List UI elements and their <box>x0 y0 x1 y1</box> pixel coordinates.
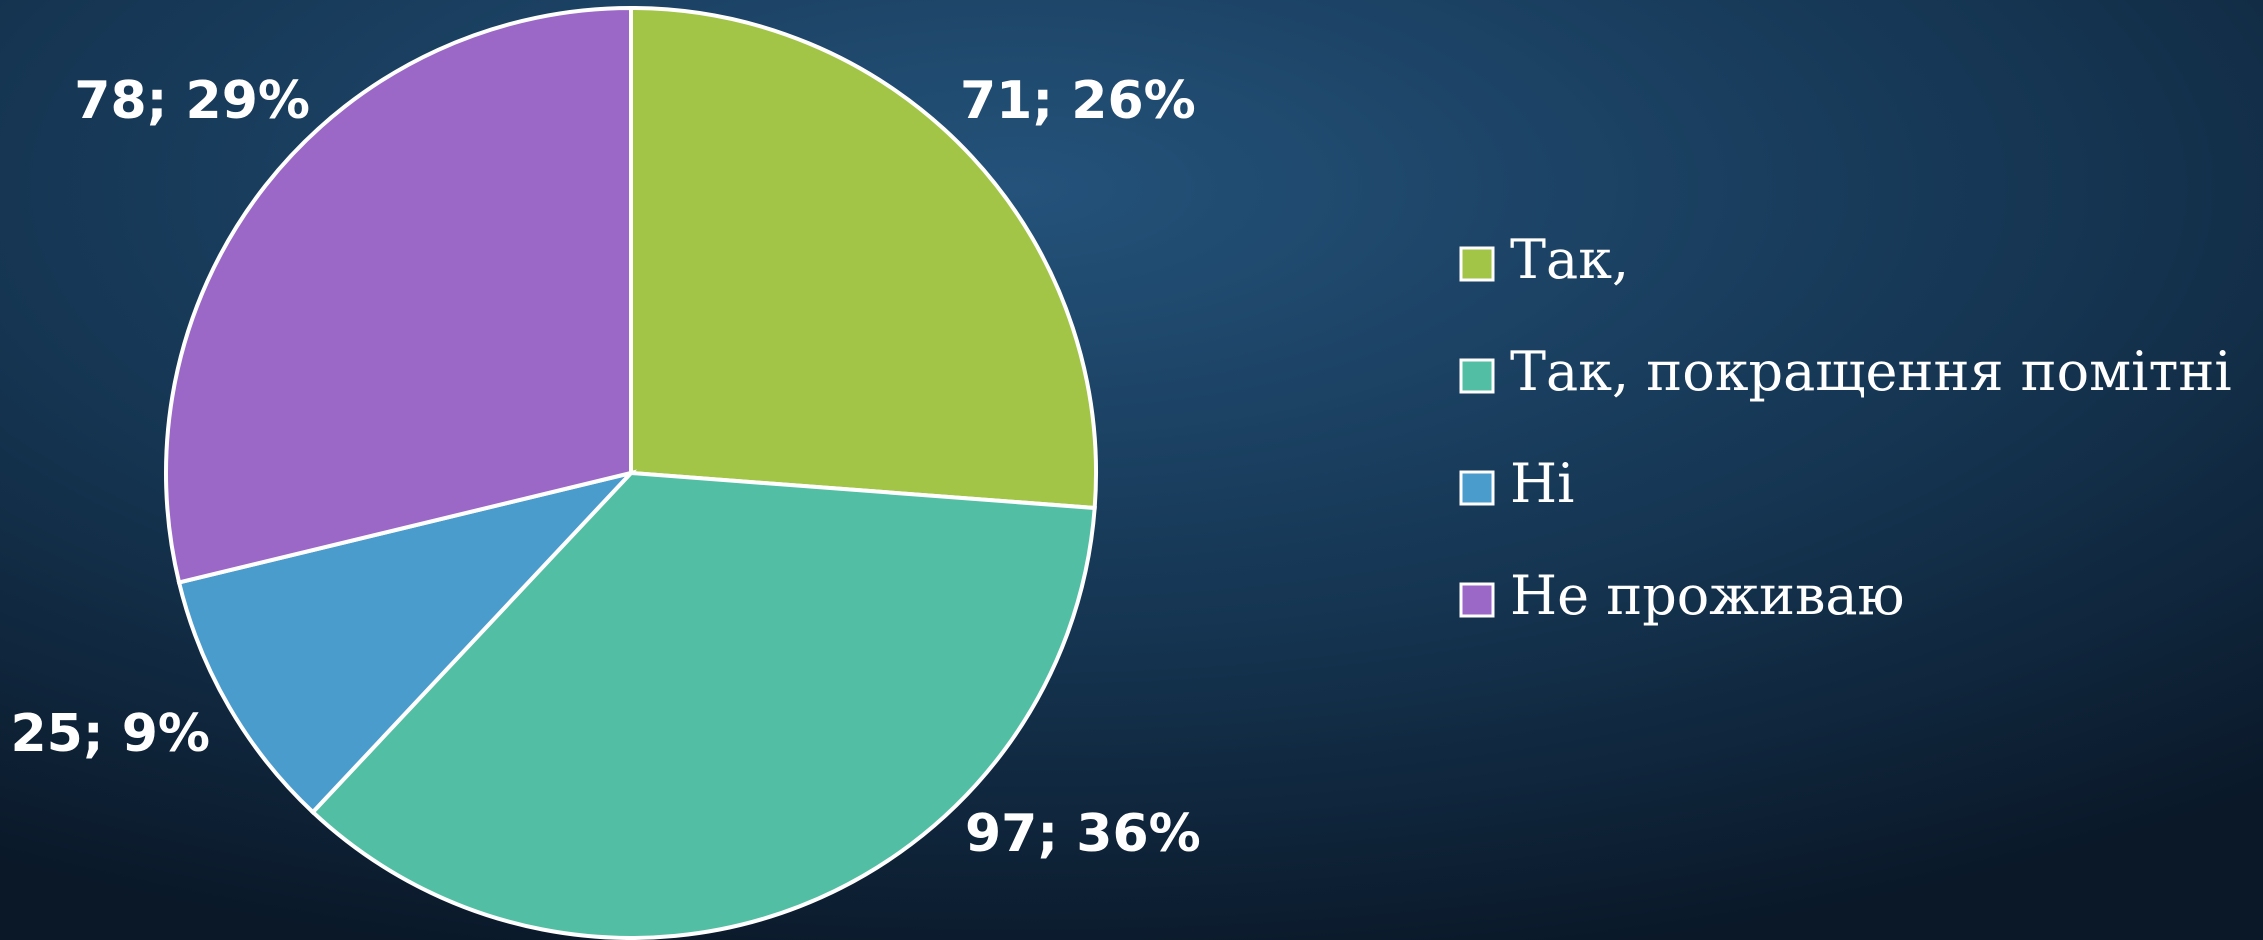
legend-swatch <box>1459 358 1495 394</box>
legend-swatch <box>1459 582 1495 618</box>
legend-swatch <box>1459 246 1495 282</box>
legend-label: Не проживаю <box>1510 564 1905 627</box>
legend-label: Так, покращення помітні <box>1510 340 2232 403</box>
data-label: 78; 29% <box>74 71 310 131</box>
data-label: 25; 9% <box>10 704 210 764</box>
legend-label: Ні <box>1510 452 1574 515</box>
pie-slice <box>176 469 638 815</box>
pie-slice <box>310 470 1097 940</box>
pie-slice <box>629 5 1098 511</box>
data-label: 97; 36% <box>965 804 1201 864</box>
legend-label: Так, <box>1510 228 1629 291</box>
data-label: 71; 26% <box>960 71 1196 131</box>
legend-swatch <box>1459 470 1495 506</box>
pie-slice <box>164 5 633 585</box>
